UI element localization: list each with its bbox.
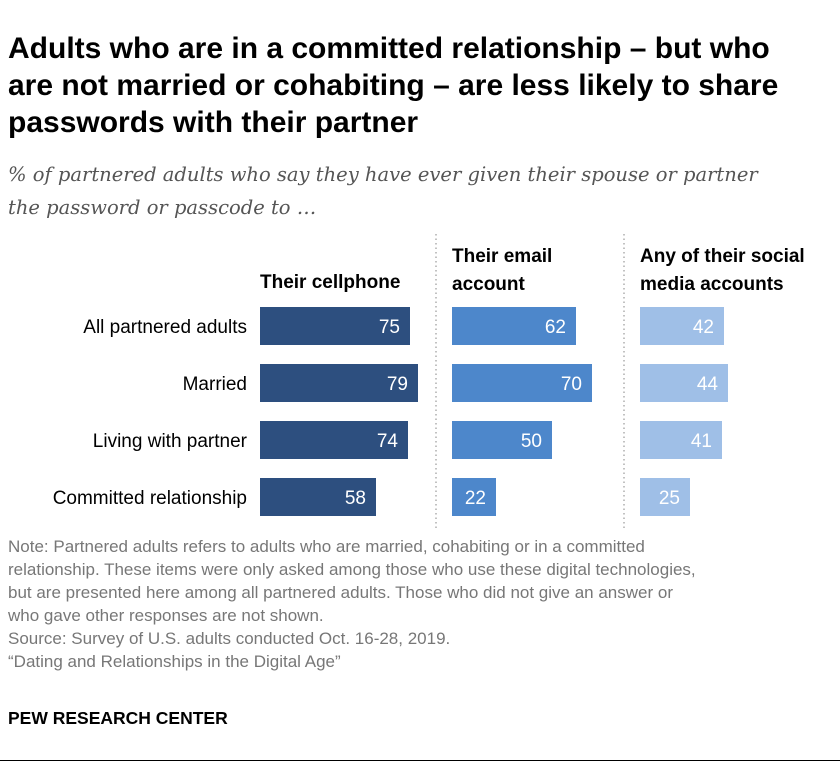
bar: [452, 478, 496, 516]
bar: [260, 364, 418, 402]
bar: [640, 307, 724, 345]
data-label: 41: [691, 431, 712, 452]
note-line: but are presented here among all partner…: [8, 583, 673, 602]
data-label: 58: [345, 488, 366, 509]
source-line: Source: Survey of U.S. adults conducted …: [8, 629, 451, 648]
note-line: Note: Partnered adults refers to adults …: [8, 537, 645, 556]
subtitle-line: the password or passcode to …: [8, 196, 317, 219]
data-label: 70: [561, 374, 582, 395]
title-line: are not married or cohabiting – are less…: [8, 69, 779, 102]
bar: [260, 307, 410, 345]
bottom-rule: [0, 760, 840, 761]
chart-subtitle: % of partnered adults who say they have …: [8, 158, 833, 224]
bar: [640, 421, 722, 459]
data-label: 79: [387, 374, 408, 395]
title-line: Adults who are in a committed relationsh…: [8, 32, 770, 65]
bar: [452, 307, 576, 345]
column-header: Their email: [452, 246, 552, 267]
note-line: who gave other responses are not shown.: [8, 606, 324, 625]
note-line: relationship. These items were only aske…: [8, 560, 696, 579]
data-label: 62: [545, 317, 566, 338]
chart-title: Adults who are in a committed relationsh…: [8, 30, 833, 141]
chart-note: Note: Partnered adults refers to adults …: [8, 535, 833, 673]
column-header: Their cellphone: [260, 272, 400, 293]
column-header: media accounts: [640, 274, 784, 295]
data-label: 75: [379, 317, 400, 338]
brand-logo-text: PEW RESEARCH CENTER: [8, 708, 228, 728]
data-label: 74: [377, 431, 399, 452]
data-label: 50: [521, 431, 542, 452]
bar: [452, 421, 552, 459]
bar: [640, 364, 728, 402]
category-label: Living with partner: [93, 431, 248, 452]
bar: [260, 478, 376, 516]
data-label: 42: [693, 317, 714, 338]
category-label: Committed relationship: [53, 488, 247, 509]
bar: [260, 421, 408, 459]
data-label: 22: [465, 488, 486, 509]
column-header: account: [452, 274, 526, 295]
bar: [640, 478, 690, 516]
report-title-line: “Dating and Relationships in the Digital…: [8, 652, 341, 671]
category-label: Married: [183, 374, 247, 395]
title-line: passwords with their partner: [8, 106, 419, 139]
category-label: All partnered adults: [83, 317, 247, 338]
data-label: 25: [659, 488, 680, 509]
bar: [452, 364, 592, 402]
subtitle-line: % of partnered adults who say they have …: [8, 163, 758, 186]
data-label: 44: [697, 374, 719, 395]
column-header: Any of their social: [640, 246, 805, 267]
